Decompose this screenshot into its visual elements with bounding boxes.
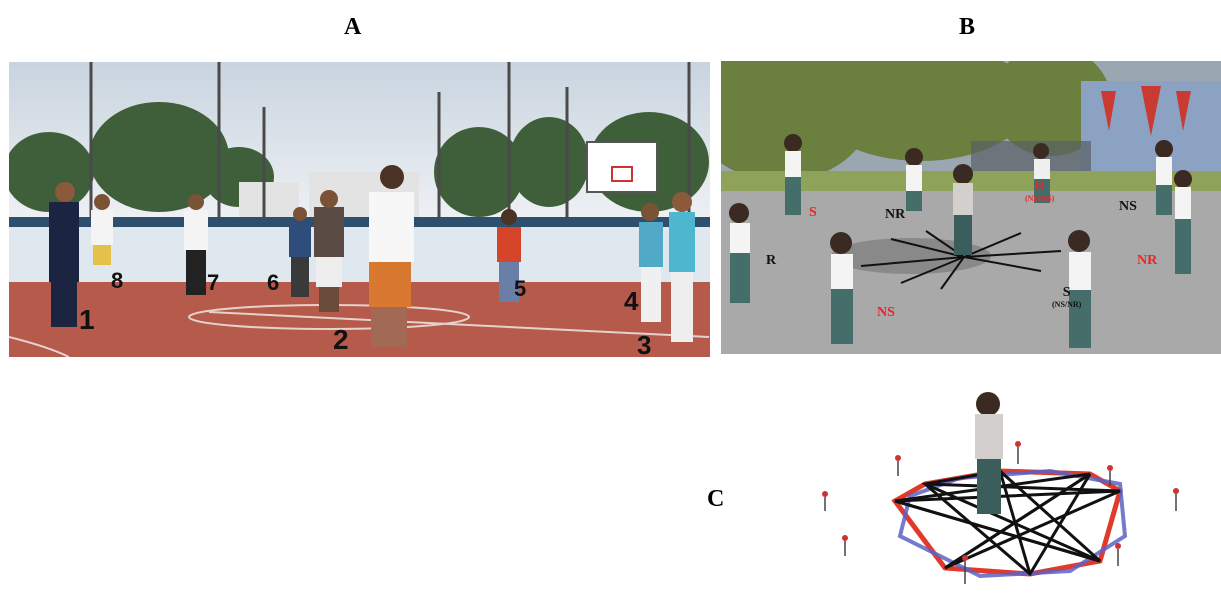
role-label-s-black: S (NS/NR) bbox=[1052, 285, 1082, 310]
panel-c-letter: C bbox=[707, 486, 725, 512]
player-number-2: 2 bbox=[333, 324, 349, 355]
court-scene-illustration bbox=[9, 62, 710, 357]
player-number-4: 4 bbox=[624, 286, 639, 316]
role-label-r-red: R (NR/NS) bbox=[1025, 179, 1055, 204]
player-number-7: 7 bbox=[207, 270, 220, 295]
player-number-5: 5 bbox=[514, 276, 527, 301]
player-number-6: 6 bbox=[267, 270, 280, 295]
panel-c-sensor-diagram bbox=[800, 386, 1220, 597]
role-label-nr-red: NR bbox=[1137, 253, 1158, 268]
role-label-ns-red: NS bbox=[877, 305, 895, 320]
sensor-network-illustration bbox=[822, 392, 1179, 584]
panel-b-letter: B bbox=[959, 14, 976, 40]
role-label-nr-black: NR bbox=[885, 207, 906, 222]
player-number-1: 1 bbox=[79, 304, 95, 335]
panel-b-rendered-scene: S NR R (NR/NS) NS R NR NS S (NS/NR) bbox=[721, 61, 1221, 354]
player-number-8: 8 bbox=[111, 268, 124, 293]
role-label-r-black: R bbox=[766, 253, 777, 268]
role-label-ns-black: NS bbox=[1119, 199, 1137, 214]
panel-a-court-photo: 1 2 3 4 5 6 7 8 bbox=[9, 62, 710, 357]
player-number-3: 3 bbox=[637, 330, 652, 357]
role-label-s-red: S bbox=[809, 205, 817, 220]
panel-a-letter: A bbox=[344, 14, 362, 40]
rendered-scene-illustration bbox=[721, 61, 1221, 354]
